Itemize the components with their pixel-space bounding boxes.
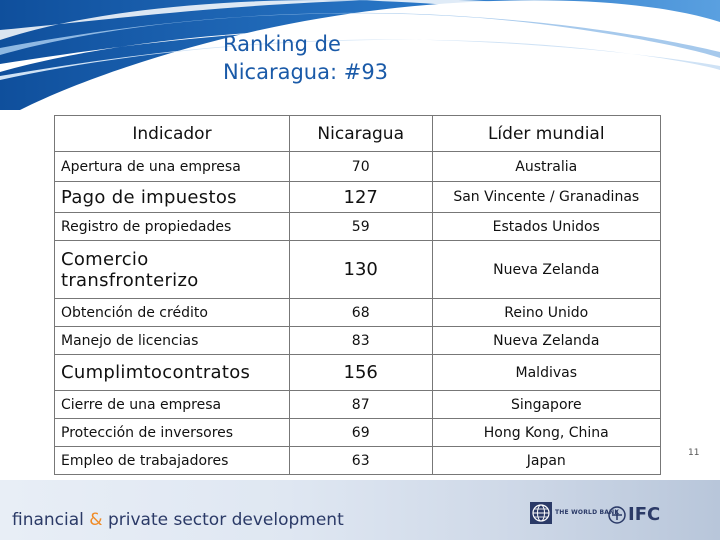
leader-cell: Maldivas (431, 354, 662, 391)
footer-text-financial: financial (12, 510, 84, 530)
leader-cell: Nueva Zelanda (431, 240, 662, 299)
world-bank-label: THE WORLD BANK (555, 509, 620, 516)
indicator-cell: Cierre de una empresa (54, 390, 290, 419)
ifc-logo-text: IFC (628, 504, 661, 525)
page-number: 11 (688, 448, 700, 458)
leader-cell: San Vincente / Granadinas (431, 181, 662, 213)
rank-cell: 87 (288, 390, 433, 419)
rank-cell: 83 (288, 326, 433, 355)
world-bank-globe-icon (530, 502, 552, 524)
rank-cell: 156 (288, 354, 433, 391)
table-row: Registro de propiedades 59 Estados Unido… (54, 212, 662, 241)
leader-cell: Japan (431, 446, 662, 475)
indicator-cell: Apertura de una empresa (54, 151, 290, 182)
indicator-cell: Pago de impuestos (54, 181, 290, 213)
indicator-cell: Registro de propiedades (54, 212, 290, 241)
table-row: Cierre de una empresa 87 Singapore (54, 390, 662, 419)
rank-cell: 130 (288, 240, 433, 299)
table-row: Manejo de licencias 83 Nueva Zelanda (54, 326, 662, 355)
indicator-cell: Obtención de crédito (54, 298, 290, 327)
indicator-cell: Empleo de trabajadores (54, 446, 290, 475)
title-line-2: Nicaragua: #93 (223, 60, 389, 84)
table-row: Cumplimtocontratos 156 Maldivas (54, 354, 662, 391)
table-row: Empleo de trabajadores 63 Japan (54, 446, 662, 475)
header-lider-mundial: Líder mundial (431, 115, 662, 152)
slide-title: Ranking de Nicaragua: #93 (223, 30, 388, 86)
table-row: Obtención de crédito 68 Reino Unido (54, 298, 662, 327)
rank-cell: 68 (288, 298, 433, 327)
indicator-cell: Manejo de licencias (54, 326, 290, 355)
header-swoosh (0, 0, 720, 110)
leader-cell: Estados Unidos (431, 212, 662, 241)
ifc-emblem-icon (608, 506, 626, 524)
footer-brand-text: financial & private sector development (12, 510, 344, 530)
table-row: Comercio transfronterizo 130 Nueva Zelan… (54, 240, 662, 299)
footer-ampersand: & (89, 510, 103, 530)
table-row: Protección de inversores 69 Hong Kong, C… (54, 418, 662, 447)
table-row: Apertura de una empresa 70 Australia (54, 151, 662, 182)
leader-cell: Singapore (431, 390, 662, 419)
footer-text-psd: private sector development (107, 510, 344, 530)
header-indicador: Indicador (54, 115, 290, 152)
rank-cell: 59 (288, 212, 433, 241)
leader-cell: Hong Kong, China (431, 418, 662, 447)
footer-bar: financial & private sector development T… (0, 480, 720, 540)
ranking-table: Indicador Nicaragua Líder mundial Apertu… (54, 115, 662, 475)
leader-cell: Nueva Zelanda (431, 326, 662, 355)
table-row: Pago de impuestos 127 San Vincente / Gra… (54, 181, 662, 213)
indicator-cell: Cumplimtocontratos (54, 354, 290, 391)
title-line-1: Ranking de (223, 32, 341, 56)
rank-cell: 127 (288, 181, 433, 213)
rank-cell: 69 (288, 418, 433, 447)
table-header-row: Indicador Nicaragua Líder mundial (54, 115, 662, 152)
rank-cell: 70 (288, 151, 433, 182)
indicator-cell: Protección de inversores (54, 418, 290, 447)
leader-cell: Australia (431, 151, 662, 182)
leader-cell: Reino Unido (431, 298, 662, 327)
indicator-cell: Comercio transfronterizo (54, 240, 290, 299)
rank-cell: 63 (288, 446, 433, 475)
header-nicaragua: Nicaragua (288, 115, 433, 152)
